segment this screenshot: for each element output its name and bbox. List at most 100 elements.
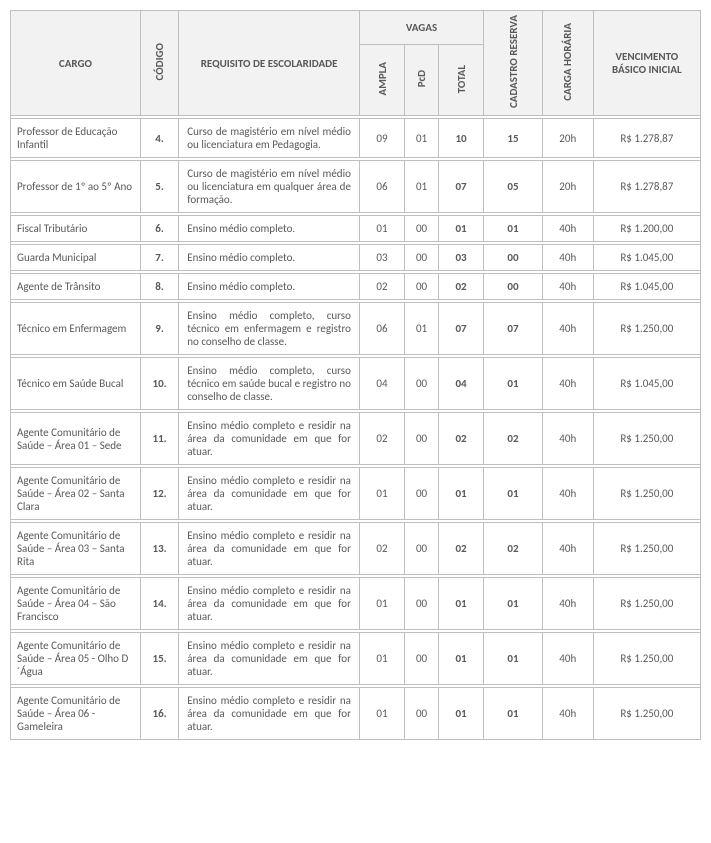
cell-requisito: Ensino médio completo e residir na área …: [179, 468, 360, 520]
table-row: Agente Comunitário de Saúde – Área 02 – …: [11, 468, 701, 520]
cell-codigo: 4.: [140, 119, 178, 158]
cell-cargo: Guarda Municipal: [11, 245, 141, 271]
cell-carga: 20h: [542, 161, 593, 213]
cell-carga: 40h: [542, 468, 593, 520]
cell-cargo: Professor de Educação Infantil: [11, 119, 141, 158]
table-row: Agente Comunitário de Saúde – Área 04 – …: [11, 578, 701, 630]
cell-total: 07: [438, 161, 483, 213]
cargos-table: CARGO CÓDIGO REQUISITO DE ESCOLARIDADE V…: [10, 10, 701, 740]
cell-cadastro: 01: [484, 216, 543, 242]
th-vencimento: VENCIMENTO BÁSICO INICIAL: [593, 11, 700, 116]
cell-cadastro: 05: [484, 161, 543, 213]
cell-pcd: 00: [405, 274, 439, 300]
cell-vencimento: R$ 1.250,00: [593, 303, 700, 355]
cell-requisito: Ensino médio completo.: [179, 274, 360, 300]
cell-cadastro: 01: [484, 688, 543, 740]
th-ampla: AMPLA: [359, 45, 404, 116]
table-row: Professor de 1º ao 5º Ano5.Curso de magi…: [11, 161, 701, 213]
table-row: Guarda Municipal7.Ensino médio completo.…: [11, 245, 701, 271]
table-row: Professor de Educação Infantil4.Curso de…: [11, 119, 701, 158]
cell-carga: 40h: [542, 274, 593, 300]
th-total: TOTAL: [438, 45, 483, 116]
cell-codigo: 9.: [140, 303, 178, 355]
cell-vencimento: R$ 1.250,00: [593, 688, 700, 740]
cell-cadastro: 00: [484, 274, 543, 300]
cell-requisito: Ensino médio completo e residir na área …: [179, 688, 360, 740]
cell-vencimento: R$ 1.200,00: [593, 216, 700, 242]
cell-cargo: Agente de Trânsito: [11, 274, 141, 300]
th-cargo: CARGO: [11, 11, 141, 116]
cell-codigo: 12.: [140, 468, 178, 520]
cell-ampla: 01: [359, 633, 404, 685]
cell-total: 04: [438, 358, 483, 410]
cell-carga: 40h: [542, 303, 593, 355]
cell-vencimento: R$ 1.250,00: [593, 413, 700, 465]
cell-total: 02: [438, 274, 483, 300]
cell-requisito: Curso de magistério em nível médio ou li…: [179, 119, 360, 158]
cell-pcd: 00: [405, 468, 439, 520]
table-body: Professor de Educação Infantil4.Curso de…: [11, 116, 701, 740]
cell-carga: 40h: [542, 358, 593, 410]
table-row: Técnico em Enfermagem9.Ensino médio comp…: [11, 303, 701, 355]
th-pcd: PcD: [405, 45, 439, 116]
cell-codigo: 6.: [140, 216, 178, 242]
cell-total: 02: [438, 523, 483, 575]
cell-ampla: 09: [359, 119, 404, 158]
cell-requisito: Ensino médio completo.: [179, 245, 360, 271]
cell-carga: 40h: [542, 245, 593, 271]
cell-pcd: 00: [405, 216, 439, 242]
cell-codigo: 15.: [140, 633, 178, 685]
cell-cadastro: 02: [484, 523, 543, 575]
cell-vencimento: R$ 1.250,00: [593, 468, 700, 520]
cell-cadastro: 01: [484, 468, 543, 520]
cell-ampla: 01: [359, 578, 404, 630]
cell-codigo: 16.: [140, 688, 178, 740]
cell-total: 02: [438, 413, 483, 465]
table-row: Agente Comunitário de Saúde – Área 01 – …: [11, 413, 701, 465]
table-row: Agente Comunitário de Saúde – Área 03 – …: [11, 523, 701, 575]
cell-cargo: Técnico em Saúde Bucal: [11, 358, 141, 410]
cell-codigo: 7.: [140, 245, 178, 271]
cell-ampla: 02: [359, 274, 404, 300]
cell-cargo: Agente Comunitário de Saúde – Área 01 – …: [11, 413, 141, 465]
cell-carga: 40h: [542, 688, 593, 740]
cell-requisito: Ensino médio completo, curso técnico em …: [179, 303, 360, 355]
cell-requisito: Ensino médio completo e residir na área …: [179, 633, 360, 685]
cell-carga: 40h: [542, 413, 593, 465]
cell-ampla: 02: [359, 523, 404, 575]
cell-cadastro: 07: [484, 303, 543, 355]
cell-pcd: 00: [405, 413, 439, 465]
table-row: Agente Comunitário de Saúde – Área 05 - …: [11, 633, 701, 685]
cell-ampla: 01: [359, 468, 404, 520]
cell-ampla: 06: [359, 161, 404, 213]
cell-requisito: Ensino médio completo, curso técnico em …: [179, 358, 360, 410]
cell-cargo: Professor de 1º ao 5º Ano: [11, 161, 141, 213]
cell-carga: 20h: [542, 119, 593, 158]
cell-vencimento: R$ 1.250,00: [593, 633, 700, 685]
cell-vencimento: R$ 1.278,87: [593, 119, 700, 158]
cell-vencimento: R$ 1.278,87: [593, 161, 700, 213]
cell-total: 01: [438, 468, 483, 520]
cell-cargo: Agente Comunitário de Saúde – Área 06 - …: [11, 688, 141, 740]
table-row: Agente Comunitário de Saúde – Área 06 - …: [11, 688, 701, 740]
cell-total: 01: [438, 578, 483, 630]
cell-total: 01: [438, 688, 483, 740]
cell-pcd: 01: [405, 161, 439, 213]
cell-codigo: 8.: [140, 274, 178, 300]
cell-requisito: Ensino médio completo e residir na área …: [179, 413, 360, 465]
th-codigo: CÓDIGO: [140, 11, 178, 116]
cell-ampla: 01: [359, 216, 404, 242]
table-row: Técnico em Saúde Bucal10.Ensino médio co…: [11, 358, 701, 410]
cell-codigo: 10.: [140, 358, 178, 410]
cell-pcd: 00: [405, 358, 439, 410]
cell-vencimento: R$ 1.045,00: [593, 274, 700, 300]
cell-pcd: 01: [405, 119, 439, 158]
cell-pcd: 00: [405, 245, 439, 271]
cell-total: 01: [438, 633, 483, 685]
cell-cadastro: 15: [484, 119, 543, 158]
cell-pcd: 00: [405, 688, 439, 740]
cell-vencimento: R$ 1.250,00: [593, 578, 700, 630]
cell-cargo: Fiscal Tributário: [11, 216, 141, 242]
cell-cadastro: 01: [484, 633, 543, 685]
th-cadastro: CADASTRO RESERVA: [484, 11, 543, 116]
